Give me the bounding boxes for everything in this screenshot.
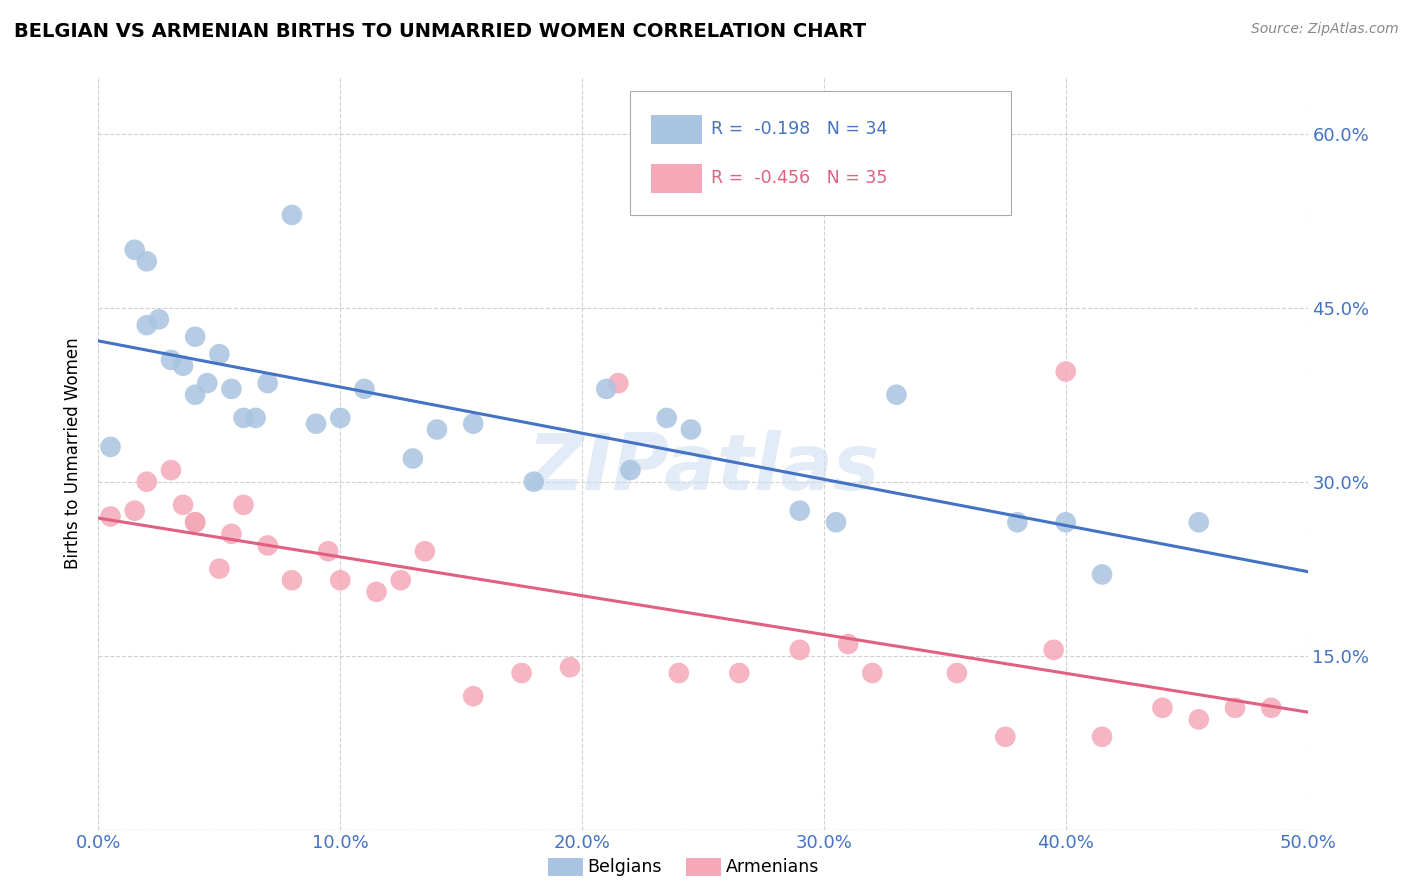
Point (619, 463, 641, 477)
Text: Armenians: Armenians (725, 858, 818, 876)
Point (135, 475, 157, 489)
Point (1223, 701, 1246, 715)
Point (221, 382, 243, 396)
Point (1260, 701, 1282, 715)
Point (232, 410, 254, 425)
Point (607, 376, 630, 391)
Point (837, 637, 859, 651)
Point (655, 410, 678, 425)
Bar (651, 115, 702, 144)
Point (789, 642, 811, 657)
Point (1007, 515, 1029, 529)
FancyBboxPatch shape (630, 91, 1011, 215)
Point (208, 347, 231, 361)
Point (463, 689, 485, 703)
Point (558, 660, 581, 674)
Point (353, 382, 375, 396)
Point (100, 509, 122, 524)
Point (160, 463, 183, 477)
Point (994, 730, 1017, 744)
Point (329, 573, 352, 587)
Point (232, 498, 254, 512)
Text: ZIPatlas: ZIPatlas (527, 430, 879, 506)
Point (426, 423, 449, 437)
Bar (651, 164, 702, 193)
Point (1054, 515, 1077, 529)
Point (1091, 567, 1114, 582)
Point (124, 243, 146, 257)
Point (860, 665, 883, 680)
Point (595, 382, 617, 396)
Point (184, 330, 207, 344)
Point (1188, 712, 1211, 726)
Point (728, 665, 751, 680)
Point (184, 515, 207, 529)
Point (402, 451, 425, 466)
Point (523, 475, 546, 489)
Point (221, 526, 243, 541)
Point (135, 318, 157, 333)
Point (946, 665, 969, 680)
Point (329, 410, 352, 425)
Point (413, 544, 436, 558)
Point (463, 417, 485, 431)
Point (305, 417, 328, 431)
Point (510, 665, 533, 680)
Point (256, 376, 278, 391)
Point (389, 573, 412, 587)
Point (208, 562, 231, 576)
Point (825, 515, 848, 529)
Point (1152, 701, 1174, 715)
Point (135, 254, 157, 268)
Point (1042, 642, 1064, 657)
Point (148, 312, 170, 326)
Point (366, 585, 388, 599)
Point (172, 498, 194, 512)
Point (886, 387, 908, 401)
Text: Source: ZipAtlas.com: Source: ZipAtlas.com (1251, 22, 1399, 37)
Text: R =  -0.198   N = 34: R = -0.198 N = 34 (711, 120, 887, 137)
Text: R =  -0.456   N = 35: R = -0.456 N = 35 (711, 169, 887, 186)
Point (789, 503, 811, 517)
Point (1054, 365, 1077, 379)
Point (184, 387, 207, 401)
Point (160, 353, 183, 368)
Point (256, 538, 278, 552)
Point (184, 515, 207, 529)
Point (316, 544, 339, 558)
Y-axis label: Births to Unmarried Women: Births to Unmarried Women (65, 337, 83, 568)
Point (281, 573, 304, 587)
Text: BELGIAN VS ARMENIAN BIRTHS TO UNMARRIED WOMEN CORRELATION CHART: BELGIAN VS ARMENIAN BIRTHS TO UNMARRIED … (14, 22, 866, 41)
Point (679, 423, 702, 437)
Point (124, 503, 146, 517)
Point (281, 208, 304, 222)
Point (1091, 730, 1114, 744)
Point (245, 410, 267, 425)
Text: Belgians: Belgians (588, 858, 662, 876)
Point (172, 359, 194, 373)
Point (195, 376, 218, 391)
Point (100, 440, 122, 454)
Point (1188, 515, 1211, 529)
Point (668, 665, 690, 680)
